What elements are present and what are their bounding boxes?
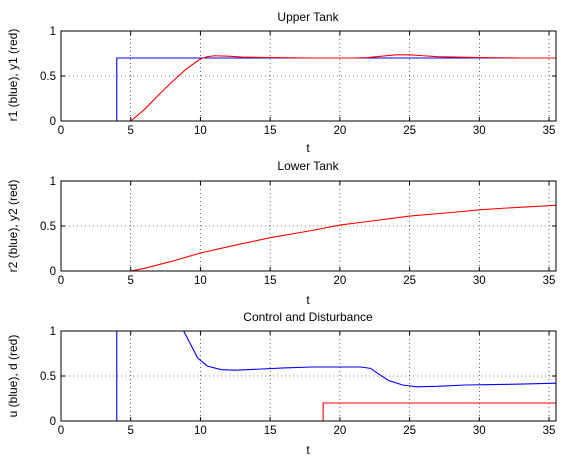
upper-tank-xtick-label-10: 10 xyxy=(194,125,207,137)
lower-tank-xlabel: t xyxy=(306,293,310,307)
lower-tank-xtick-label-5: 5 xyxy=(128,275,134,287)
upper-tank-xtick-label-0: 0 xyxy=(58,125,64,137)
control-disturbance-panel: Control and Disturbance u (blue), d (red… xyxy=(6,310,557,457)
control-disturbance-xtick-label-15: 15 xyxy=(264,425,277,437)
lower-tank-panel: Lower Tank r2 (blue), y2 (red) t 0 5 10 15 2… xyxy=(6,159,557,307)
lower-tank-xtick-label-10: 10 xyxy=(194,275,207,287)
upper-tank-xtick-label-5: 5 xyxy=(128,125,134,137)
control-disturbance-xtick-label-25: 25 xyxy=(403,425,416,437)
control-disturbance-xtick-label-35: 35 xyxy=(543,425,556,437)
upper-tank-xtick-label-15: 15 xyxy=(264,125,277,137)
lower-tank-title: Lower Tank xyxy=(277,159,339,173)
upper-tank-xtick-label-20: 20 xyxy=(333,125,346,137)
upper-tank-xtick-label-25: 25 xyxy=(403,125,416,137)
upper-tank-series-r1 xyxy=(61,57,556,122)
lower-tank-xtick-label-35: 35 xyxy=(543,275,556,287)
upper-tank-ytick-label-0.5: 0.5 xyxy=(40,71,56,83)
upper-tank-xtick-label-35: 35 xyxy=(543,125,556,137)
lower-tank-ylabel: r2 (blue), y2 (red) xyxy=(6,180,20,273)
control-disturbance-ylabel: u (blue), d (red) xyxy=(6,335,20,418)
lower-tank-xtick-label-15: 15 xyxy=(264,275,277,287)
upper-tank-ylabel: r1 (blue), y1 (red) xyxy=(6,29,20,122)
control-disturbance-series-u xyxy=(61,330,557,422)
upper-tank-title: Upper Tank xyxy=(277,10,339,24)
upper-tank-xtick-label-30: 30 xyxy=(473,125,486,137)
control-disturbance-xtick-label-10: 10 xyxy=(194,425,207,437)
control-disturbance-ytick-label-0.5: 0.5 xyxy=(40,371,56,383)
lower-tank-series-y2 xyxy=(61,204,557,272)
control-disturbance-title: Control and Disturbance xyxy=(243,310,373,324)
lower-tank-ytick-label-1: 1 xyxy=(50,176,56,188)
lower-tank-xtick-label-25: 25 xyxy=(403,275,416,287)
lower-tank-ytick-label-0.5: 0.5 xyxy=(40,221,56,233)
upper-tank-panel: Upper Tank r1 (blue), y1 (red) t 0 5 10 15 2… xyxy=(6,10,557,155)
control-disturbance-xtick-label-5: 5 xyxy=(128,425,134,437)
control-disturbance-xtick-label-0: 0 xyxy=(58,425,64,437)
control-disturbance-xtick-label-20: 20 xyxy=(333,425,346,437)
control-disturbance-ytick-label-0: 0 xyxy=(50,416,56,428)
upper-tank-ytick-label-1: 1 xyxy=(50,26,56,38)
upper-tank-xlabel: t xyxy=(306,141,310,155)
lower-tank-xtick-label-30: 30 xyxy=(473,275,486,287)
lower-tank-xtick-label-20: 20 xyxy=(333,275,346,287)
control-disturbance-xtick-label-30: 30 xyxy=(473,425,486,437)
lower-tank-xtick-label-0: 0 xyxy=(58,275,64,287)
upper-tank-series-y1 xyxy=(61,54,556,122)
control-disturbance-xlabel: t xyxy=(306,443,310,457)
lower-tank-ytick-label-0: 0 xyxy=(50,266,56,278)
control-disturbance-series-d xyxy=(61,402,556,422)
upper-tank-ytick-label-0: 0 xyxy=(50,116,56,128)
control-disturbance-ytick-label-1: 1 xyxy=(50,326,56,338)
